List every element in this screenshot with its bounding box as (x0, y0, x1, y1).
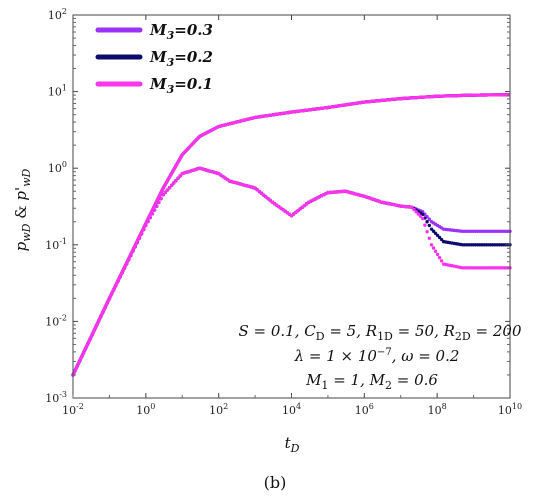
x-tick-label: 1010 (498, 402, 522, 417)
x-tick-label: 104 (282, 402, 301, 417)
param-line: S = 0.1, CD = 5, R1D = 50, R2D = 200 (238, 322, 521, 343)
plot-area (71, 93, 512, 377)
derivative-series (71, 166, 512, 377)
derivative-point (437, 255, 442, 260)
derivative-point (427, 223, 432, 228)
derivative-point (425, 220, 429, 224)
figure-caption: (b) (264, 473, 287, 492)
derivative-point (163, 190, 168, 195)
axes: 10-2 100 102 104 106 108 101010-310-210-110010… (45, 7, 522, 417)
legend-label: M3=0.3 (149, 21, 213, 42)
x-tick-label: 10-2 (62, 402, 84, 417)
derivative-point (433, 249, 438, 253)
derivative-point (435, 252, 440, 257)
legend: M3=0.3 M3=0.2 M3=0.1 (95, 21, 213, 96)
legend-label: M3=0.1 (149, 75, 213, 96)
y-tick-label: 10-1 (45, 237, 67, 252)
parameter-annotation: S = 0.1, CD = 5, R1D = 50, R2D = 200 λ = … (238, 322, 521, 392)
derivative-point (427, 217, 432, 221)
param-line: λ = 1 × 10−7, ω = 0.2 (294, 347, 460, 365)
derivative-point (176, 176, 180, 181)
x-tick-label: 108 (428, 402, 447, 417)
derivative-series (71, 166, 512, 377)
derivative-point (425, 229, 429, 234)
pressure-series-line (71, 93, 511, 376)
derivative-point (174, 178, 178, 183)
x-tick-label: 102 (209, 402, 228, 417)
x-tick-label: 100 (136, 402, 155, 417)
derivative-point (420, 216, 425, 221)
y-tick-label: 100 (48, 160, 67, 175)
y-axis-label: pwD & p'wD (12, 168, 33, 251)
derivative-point (416, 212, 420, 216)
derivative-series (71, 166, 512, 377)
derivative-point (178, 174, 182, 178)
derivative-point (161, 193, 165, 197)
x-axis-label: tD (285, 434, 300, 455)
derivative-point (165, 188, 170, 192)
derivative-point (414, 210, 418, 214)
derivative-point (429, 243, 434, 247)
derivative-point (167, 186, 172, 190)
x-tick-label: 106 (355, 402, 374, 417)
derivative-point (427, 236, 432, 240)
derivative-point (423, 223, 427, 227)
derivative-point (418, 214, 423, 218)
legend-label: M3=0.2 (149, 48, 213, 69)
y-tick-label: 10-2 (45, 313, 67, 328)
derivative-point (431, 246, 436, 250)
derivative-point (420, 212, 425, 217)
y-tick-label: 101 (48, 84, 67, 99)
derivative-point (172, 181, 176, 185)
y-tick-label: 102 (48, 7, 67, 22)
axis-labels: tD pwD & p'wD (12, 168, 300, 455)
param-line: M1 = 1, M2 = 0.6 (305, 371, 438, 392)
derivative-point (439, 259, 444, 263)
derivative-point (410, 205, 414, 209)
derivative-point (169, 183, 174, 188)
plot-frame (72, 14, 511, 399)
y-tick-label: 10-3 (45, 390, 67, 405)
derivative-point (412, 207, 416, 212)
